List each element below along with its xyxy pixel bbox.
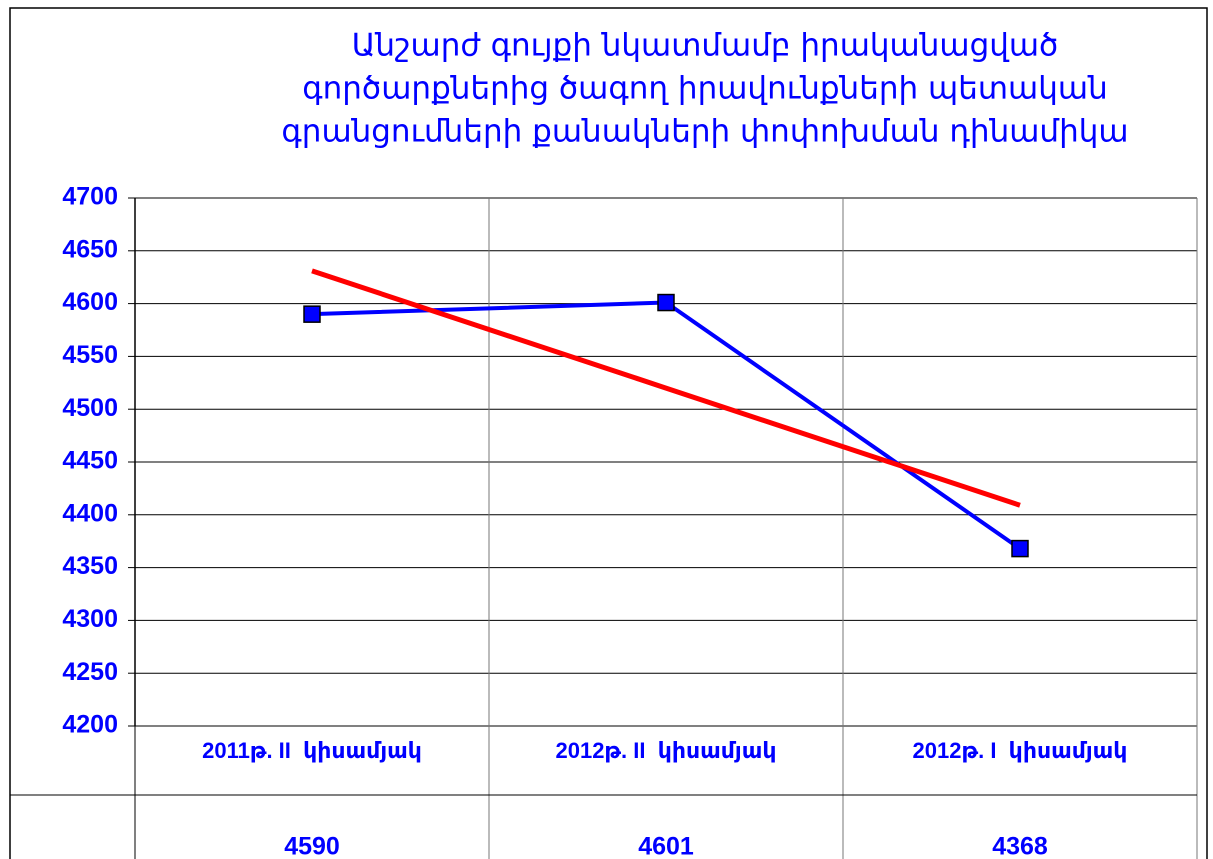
y-tick-label: 4550	[62, 341, 118, 369]
y-tick-label: 4250	[62, 658, 118, 686]
data-point	[303, 305, 321, 323]
x-tick-label: 2012թ. II կիսամյակ	[555, 738, 776, 763]
chart-title-line: գործարքներից ծագող իրավունքների պետական	[302, 71, 1107, 107]
chart-title-line: Անշարժ գույքի նկատմամբ իրականացված	[352, 28, 1059, 64]
table-value: 4368	[992, 833, 1048, 859]
y-tick-label: 4450	[62, 447, 118, 475]
table-value: 4590	[284, 833, 340, 859]
chart-title: Անշարժ գույքի նկատմամբ իրականացված գործար…	[281, 28, 1128, 150]
y-tick-label: 4700	[62, 183, 118, 211]
table-value: 4601	[638, 833, 694, 859]
y-tick-label: 4350	[62, 552, 118, 580]
y-tick-label: 4300	[62, 605, 118, 633]
y-tick-label: 4600	[62, 288, 118, 316]
x-tick-label: 2011թ. II կիսամյակ	[202, 738, 422, 763]
chart-border	[9, 7, 1208, 859]
y-tick-label: 4200	[62, 711, 118, 739]
chart-title-line: գրանցումների քանակների փոփոխման դինամիկա	[281, 114, 1128, 150]
y-tick-label: 4650	[62, 235, 118, 263]
data-point	[1011, 539, 1029, 558]
y-tick-label: 4400	[62, 499, 118, 527]
trend-line	[311, 268, 1021, 508]
x-tick-label: 2012թ. I կիսամյակ	[913, 738, 1128, 763]
y-tick-label: 4500	[62, 394, 118, 422]
series-line	[311, 300, 1022, 551]
data-point	[657, 293, 675, 312]
